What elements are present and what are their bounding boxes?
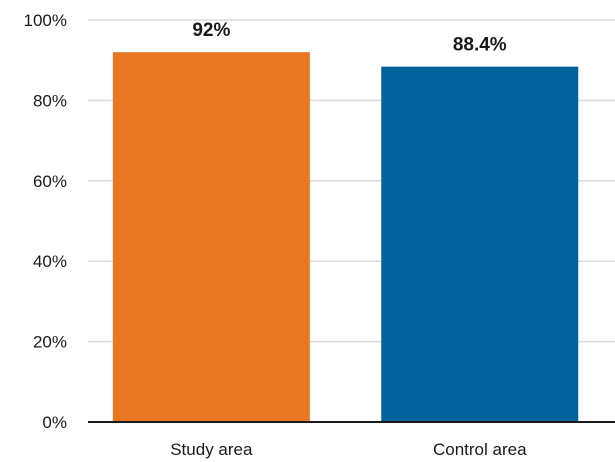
y-tick-label: 20% bbox=[33, 333, 67, 352]
y-tick-label: 60% bbox=[33, 172, 67, 191]
y-tick-label: 80% bbox=[33, 91, 67, 110]
bar-study-area bbox=[112, 52, 310, 422]
data-label: 88.4% bbox=[453, 35, 507, 56]
x-category-label: Control area bbox=[433, 440, 527, 459]
y-tick-label: 40% bbox=[33, 252, 67, 271]
bar-control-area bbox=[381, 66, 579, 422]
x-axis-category-labels: Study area Control area bbox=[170, 440, 527, 459]
bars bbox=[112, 52, 579, 422]
data-label: 92% bbox=[192, 20, 230, 41]
data-labels: 92% 88.4% bbox=[192, 20, 506, 55]
y-tick-label: 0% bbox=[42, 413, 67, 432]
y-tick-label: 100% bbox=[24, 11, 67, 30]
y-axis-tick-labels: 0% 20% 40% 60% 80% 100% bbox=[24, 11, 67, 432]
x-category-label: Study area bbox=[170, 440, 253, 459]
